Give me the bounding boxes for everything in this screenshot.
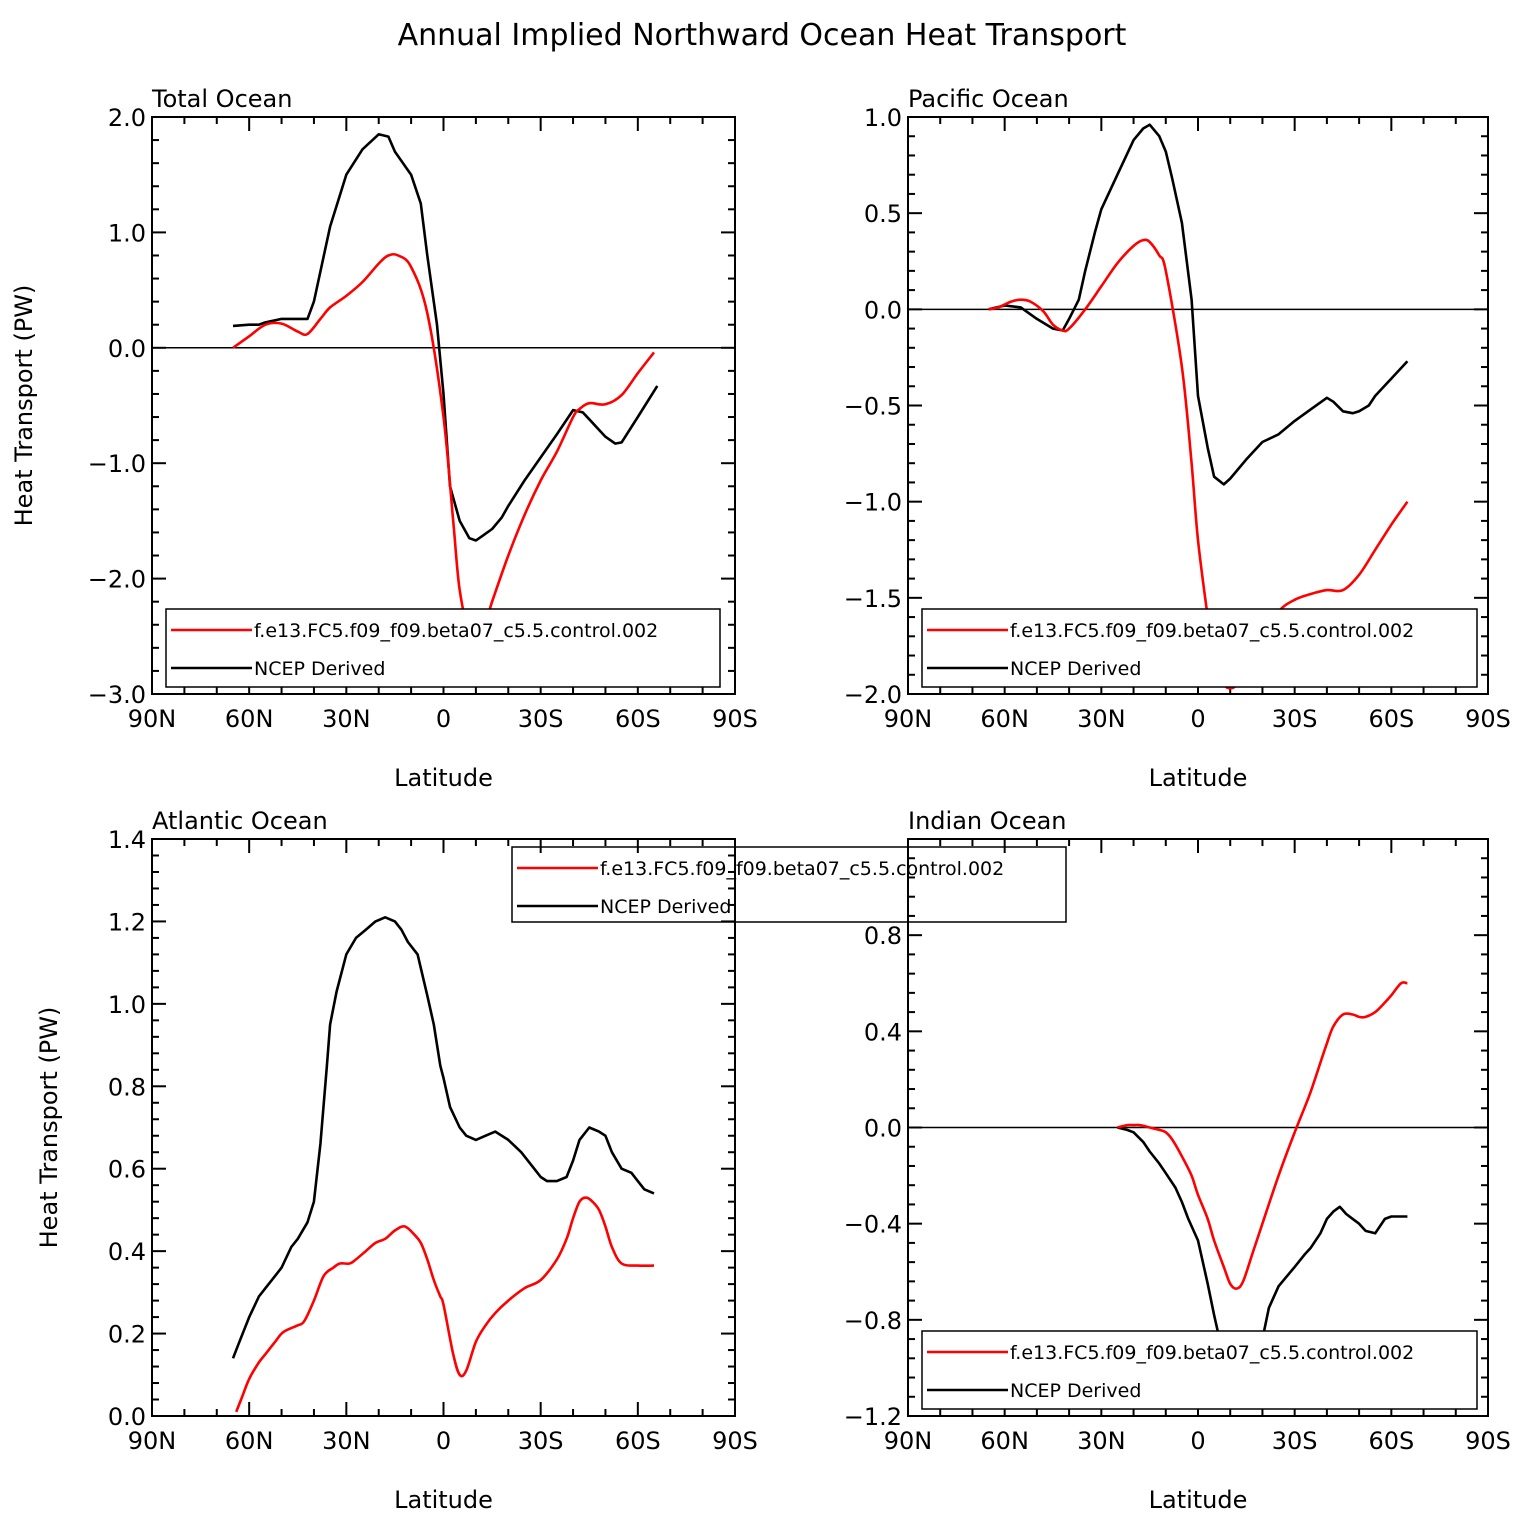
series-line-model (234, 1196, 655, 1413)
plot-frame (151, 116, 736, 695)
series-line-model (988, 238, 1409, 690)
x-axis-label: Latitude (394, 1486, 493, 1514)
legend-entry: NCEP Derived (1010, 658, 1141, 680)
y-tick-label: 2.0 (108, 104, 146, 132)
x-tick-label: 0 (436, 1427, 451, 1455)
figure-title: Annual Implied Northward Ocean Heat Tran… (398, 18, 1127, 53)
y-tick-label: 0.8 (108, 1073, 146, 1101)
y-tick-label: 0.0 (864, 1115, 902, 1143)
x-tick-label: 90N (884, 705, 933, 733)
y-tick-label: −1.0 (844, 489, 902, 517)
y-tick-label: 1.0 (864, 104, 902, 132)
y-tick-label: −2.0 (88, 566, 146, 594)
y-tick-label: 0.6 (108, 1156, 146, 1184)
panel-title: Total Ocean (151, 85, 292, 113)
x-tick-label: 90S (712, 1427, 758, 1455)
x-tick-label: 60S (615, 705, 661, 733)
legend-box (921, 608, 1478, 688)
x-tick-label: 0 (1190, 705, 1205, 733)
legend-entry: f.e13.FC5.f09_f09.beta07_c5.5.control.00… (1010, 620, 1414, 642)
plot-frame (907, 116, 1489, 695)
x-tick-label: 60S (1368, 1427, 1414, 1455)
legend-entry: NCEP Derived (1010, 1380, 1141, 1402)
y-tick-label: 0.0 (108, 335, 146, 363)
legend-entry: f.e13.FC5.f09_f09.beta07_c5.5.control.00… (1010, 1342, 1414, 1364)
y-tick-label: −1.2 (844, 1403, 902, 1431)
x-tick-label: 60N (225, 1427, 274, 1455)
y-axis-label: Heat Transport (PW) (10, 285, 38, 527)
x-tick-label: 0 (436, 705, 451, 733)
panel-title: Pacific Ocean (908, 85, 1069, 113)
y-tick-label: −0.8 (844, 1307, 902, 1335)
series-line-ncep (231, 916, 655, 1359)
y-tick-label: −3.0 (88, 681, 146, 709)
plot-frame (907, 838, 1489, 1417)
x-tick-label: 30N (322, 705, 371, 733)
x-tick-label: 30S (1272, 1427, 1318, 1455)
legend: f.e13.FC5.f09_f09.beta07_c5.5.control.00… (921, 1330, 1478, 1410)
legend-box (165, 608, 721, 688)
y-tick-label: −1.5 (844, 585, 902, 613)
x-tick-label: 90N (128, 705, 177, 733)
legend-entry: NCEP Derived (254, 658, 385, 680)
x-tick-label: 30S (518, 705, 564, 733)
x-tick-label: 60N (980, 1427, 1029, 1455)
y-tick-label: 1.0 (108, 991, 146, 1019)
x-axis-label: Latitude (1149, 764, 1248, 792)
legend: f.e13.FC5.f09_f09.beta07_c5.5.control.00… (165, 608, 721, 688)
series-line-model (232, 252, 656, 637)
x-tick-label: 90S (712, 705, 758, 733)
x-tick-label: 60N (225, 705, 274, 733)
x-tick-label: 30N (322, 1427, 371, 1455)
legend: f.e13.FC5.f09_f09.beta07_c5.5.control.00… (921, 608, 1478, 688)
x-tick-label: 90S (1465, 1427, 1511, 1455)
x-tick-label: 30N (1077, 705, 1126, 733)
y-tick-label: 0.2 (108, 1321, 146, 1349)
legend: f.e13.FC5.f09_f09.beta07_c5.5.control.00… (511, 846, 1067, 923)
y-tick-label: 0.4 (864, 1018, 902, 1046)
plot-frame (151, 838, 736, 1417)
legend-box (511, 846, 1067, 923)
legend-entry: f.e13.FC5.f09_f09.beta07_c5.5.control.00… (600, 858, 1004, 880)
y-tick-label: −0.5 (844, 393, 902, 421)
panel-pacific-ocean: Pacific Ocean 90N 60N 30N 0 30S 60S 90S −2.0 −1.5… (844, 85, 1511, 792)
x-tick-label: 90N (128, 1427, 177, 1455)
x-tick-label: 90S (1465, 705, 1511, 733)
series-line-model (1117, 981, 1408, 1290)
panel-atlantic-ocean: Atlantic Ocean 90N 60N 30N 0 30S 60S 90S 0.0 0.2 0… (35, 807, 1067, 1514)
y-tick-label: 1.0 (108, 219, 146, 247)
panel-indian-ocean: Indian Ocean 90N 60N 30N 0 30S 60S 90S −1.2 −0.8 −… (844, 807, 1511, 1514)
series-line-ncep (232, 133, 659, 542)
x-axis-label: Latitude (394, 764, 493, 792)
x-tick-label: 30N (1077, 1427, 1126, 1455)
x-tick-label: 30S (518, 1427, 564, 1455)
x-tick-label: 60S (615, 1427, 661, 1455)
y-tick-label: 0.8 (864, 922, 902, 950)
y-tick-label: 1.4 (108, 826, 146, 854)
x-axis-label: Latitude (1149, 1486, 1248, 1514)
x-tick-label: 30S (1272, 705, 1318, 733)
y-axis-label: Heat Transport (PW) (35, 1007, 63, 1249)
series-line-ncep (988, 123, 1409, 486)
panel-title: Atlantic Ocean (152, 807, 328, 835)
legend-box (921, 1330, 1478, 1410)
y-tick-label: 0.0 (864, 296, 902, 324)
x-tick-label: 60S (1368, 705, 1414, 733)
x-tick-label: 0 (1190, 1427, 1205, 1455)
y-tick-label: 0.4 (108, 1238, 146, 1266)
y-tick-label: −1.0 (88, 450, 146, 478)
x-tick-label: 90N (884, 1427, 933, 1455)
y-tick-label: −0.4 (844, 1211, 902, 1239)
y-tick-label: 0.5 (864, 200, 902, 228)
panel-total-ocean: Total Ocean 90N 60N 30N 0 30S 60S 90S −3.0 −2.0 −1… (10, 85, 758, 792)
legend-entry: f.e13.FC5.f09_f09.beta07_c5.5.control.00… (254, 620, 658, 642)
panel-title: Indian Ocean (908, 807, 1067, 835)
x-tick-label: 60N (980, 705, 1029, 733)
legend-entry: NCEP Derived (600, 896, 731, 918)
y-tick-label: 1.2 (108, 908, 146, 936)
y-tick-label: −2.0 (844, 681, 902, 709)
y-tick-label: 0.0 (108, 1403, 146, 1431)
